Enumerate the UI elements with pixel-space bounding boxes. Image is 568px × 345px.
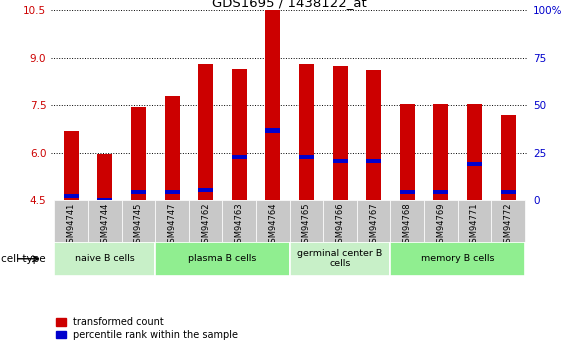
Legend: transformed count, percentile rank within the sample: transformed count, percentile rank withi…	[56, 317, 239, 340]
Bar	[467, 162, 482, 166]
Bar	[467, 104, 482, 200]
Text: GSM94745: GSM94745	[134, 202, 143, 248]
Text: GSM94764: GSM94764	[268, 202, 277, 248]
Text: GSM94762: GSM94762	[201, 202, 210, 248]
Bar	[366, 158, 381, 162]
Bar	[299, 64, 314, 200]
Bar	[88, 200, 122, 242]
Bar	[97, 154, 112, 200]
Bar	[131, 189, 146, 194]
Bar	[165, 189, 179, 194]
Bar	[491, 200, 525, 242]
Bar	[265, 128, 281, 132]
Bar	[332, 66, 348, 200]
Bar	[189, 200, 223, 242]
Bar	[223, 200, 256, 242]
Text: GSM94771: GSM94771	[470, 202, 479, 248]
Text: GSM94768: GSM94768	[403, 202, 412, 248]
Text: GSM94741: GSM94741	[67, 202, 76, 248]
Bar	[323, 200, 357, 242]
Text: germinal center B
cells: germinal center B cells	[298, 249, 383, 268]
Bar	[97, 198, 112, 202]
Text: GSM94767: GSM94767	[369, 202, 378, 248]
Text: GSM94765: GSM94765	[302, 202, 311, 248]
Text: plasma B cells: plasma B cells	[189, 254, 257, 263]
Bar	[198, 188, 213, 192]
Bar	[400, 189, 415, 194]
Bar	[290, 241, 390, 276]
Bar	[155, 241, 290, 276]
Bar	[198, 64, 213, 200]
Text: cell type: cell type	[1, 254, 45, 264]
Bar	[299, 155, 314, 159]
Bar	[256, 200, 290, 242]
Bar	[290, 200, 323, 242]
Bar	[433, 189, 449, 194]
Title: GDS1695 / 1438122_at: GDS1695 / 1438122_at	[212, 0, 367, 9]
Bar	[390, 241, 525, 276]
Bar	[122, 200, 155, 242]
Bar	[64, 130, 79, 200]
Bar	[55, 241, 155, 276]
Text: GSM94763: GSM94763	[235, 202, 244, 248]
Text: GSM94766: GSM94766	[336, 202, 345, 248]
Bar	[232, 155, 247, 159]
Bar	[500, 115, 516, 200]
Text: memory B cells: memory B cells	[421, 254, 494, 263]
Text: GSM94769: GSM94769	[436, 202, 445, 248]
Bar	[424, 200, 458, 242]
Bar	[332, 158, 348, 162]
Bar	[155, 200, 189, 242]
Bar	[265, 10, 281, 200]
Text: GSM94747: GSM94747	[168, 202, 177, 248]
Bar	[500, 189, 516, 194]
Bar	[165, 96, 179, 200]
Bar	[55, 200, 88, 242]
Text: GSM94744: GSM94744	[101, 202, 110, 248]
Bar	[458, 200, 491, 242]
Bar	[64, 194, 79, 198]
Text: GSM94772: GSM94772	[504, 202, 512, 248]
Bar	[400, 104, 415, 200]
Bar	[232, 69, 247, 200]
Bar	[390, 200, 424, 242]
Bar	[357, 200, 390, 242]
Bar	[366, 70, 381, 200]
Text: naive B cells: naive B cells	[75, 254, 135, 263]
Bar	[433, 104, 449, 200]
Bar	[131, 107, 146, 200]
